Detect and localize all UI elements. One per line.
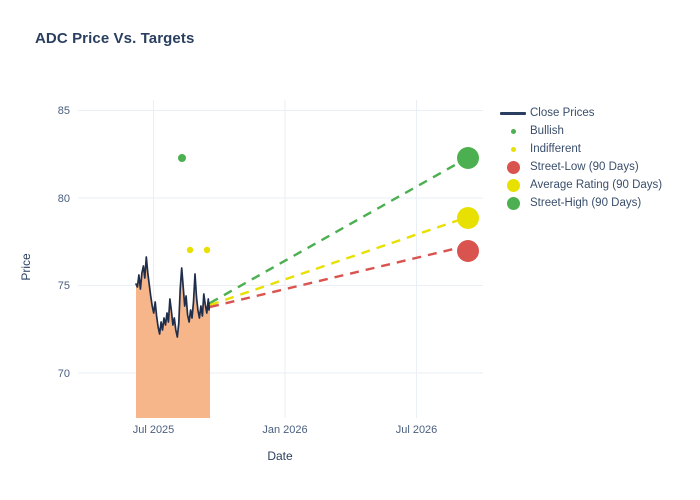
legend-item-label: Indifferent [530,143,581,155]
x-axis-title: Date [267,449,293,463]
x-tick-label: Jul 2025 [133,424,175,436]
indifferent-scatter-point [186,246,194,254]
y-tick-label: 75 [58,280,70,292]
legend-item-close-prices[interactable]: Close Prices [498,104,696,122]
street-low-target-marker [457,240,479,262]
legend-item-label: Average Rating (90 Days) [530,179,663,191]
page-title: ADC Price Vs. Targets [35,30,195,47]
close-price-line [135,256,211,338]
street-high-trend-line [209,159,463,305]
close-price-area-fill [136,257,210,418]
x-tick-label: Jan 2026 [262,424,307,436]
legend-item-bullish[interactable]: Bullish [498,122,696,140]
average-rating-dot-icon [498,178,528,192]
legend-item-average-rating[interactable]: Average Rating (90 Days) [498,176,696,194]
street-low-dot-icon [498,160,528,174]
street-low-trend-line [209,245,463,309]
close-prices-line-icon [498,111,528,115]
indifferent-dot-icon [498,146,528,152]
street-high-dot-icon [498,196,528,210]
bullish-dot-icon [498,128,528,134]
average-rating-trend-line [209,217,463,307]
street-high-target-marker [457,147,479,169]
legend-item-street-low[interactable]: Street-Low (90 Days) [498,158,696,176]
legend-item-label: Bullish [530,125,564,137]
legend-item-street-high[interactable]: Street-High (90 Days) [498,194,696,212]
y-axis-title: Price [19,253,33,281]
x-tick-label: Jul 2026 [396,424,438,436]
average-rating-target-marker [457,207,479,229]
legend-item-label: Close Prices [530,107,595,119]
legend-item-label: Street-Low (90 Days) [530,161,639,173]
bullish-scatter-point [178,154,186,162]
legend-item-label: Street-High (90 Days) [530,197,642,209]
legend-item-indifferent[interactable]: Indifferent [498,140,696,158]
y-tick-label: 85 [58,105,70,117]
indifferent-scatter-point [203,246,211,254]
y-tick-label: 80 [58,193,70,205]
y-tick-label: 70 [58,368,70,380]
chart-legend: Close Prices Bullish Indifferent Street-… [498,104,696,212]
